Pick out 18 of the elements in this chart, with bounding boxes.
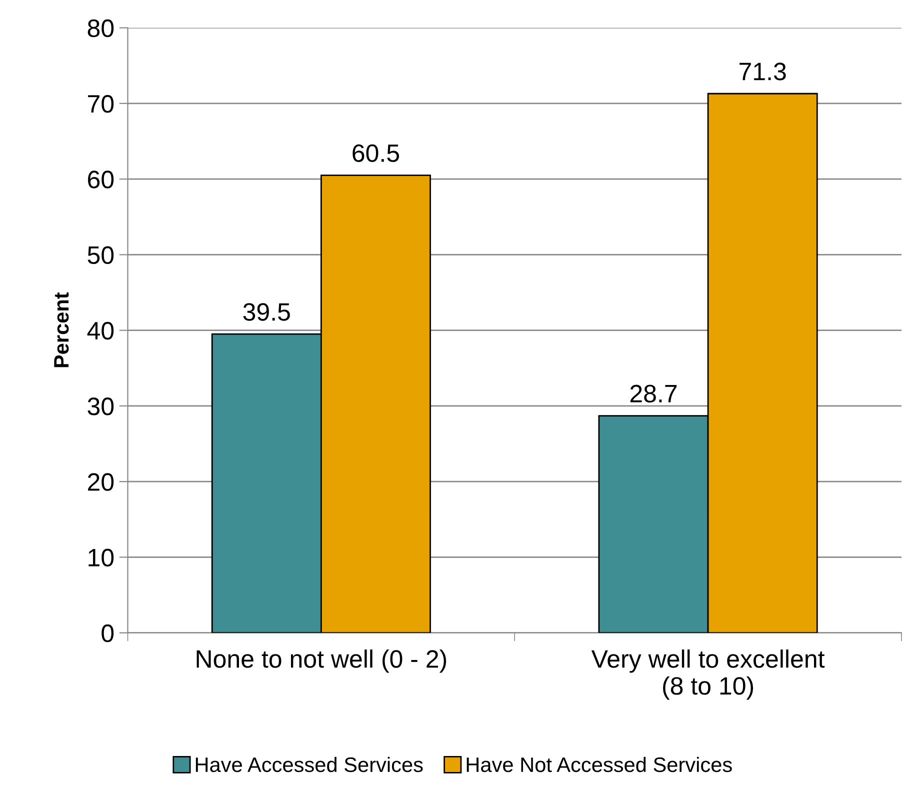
y-tick-label: 70	[88, 95, 114, 113]
x-tick-label: Very well to excellent (8 to 10)	[591, 649, 825, 700]
data-label: 60.5	[352, 144, 400, 162]
data-label: 28.7	[630, 384, 677, 403]
data-label: 39.5	[243, 303, 290, 321]
y-tick-label: 10	[88, 548, 114, 566]
y-tick-label: 80	[88, 19, 114, 38]
y-tick-label: 40	[87, 322, 114, 340]
data-label: 71.3	[740, 62, 786, 80]
y-tick-label: 30	[88, 398, 114, 416]
legend-label: Have Not Accessed Services	[466, 756, 732, 772]
y-axis-title: Percent	[54, 292, 69, 368]
x-tick-label: None to not well (0 - 2)	[196, 649, 446, 673]
y-tick-label: 50	[88, 246, 114, 264]
y-tick-label: 0	[102, 624, 114, 642]
y-tick-label: 20	[88, 473, 114, 491]
y-tick-label: 60	[88, 170, 114, 188]
legend-label: Have Accessed Services	[196, 756, 423, 772]
